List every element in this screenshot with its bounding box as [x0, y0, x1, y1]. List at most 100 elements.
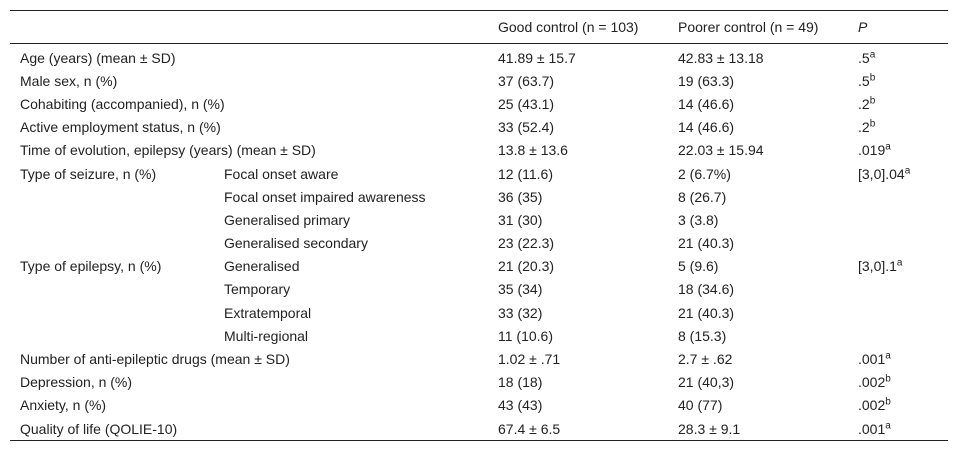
row-label: Type of seizure, n (%) — [20, 165, 157, 182]
table-row: Extratemporal 33 (32) 21 (40.3) — [10, 301, 948, 324]
p-value: [3,0].1 — [858, 258, 897, 275]
table-row: Type of epilepsy, n (%) Generalised 21 (20… — [10, 255, 948, 278]
table-row: Quality of life (QOLIE-10) 67.4 ± 6.5 28.3… — [10, 417, 948, 442]
good-control-cell: 31 (30) — [498, 211, 543, 228]
p-value-note: a — [896, 257, 903, 269]
p-value: .001 — [858, 420, 886, 437]
row-label — [10, 324, 214, 347]
p-value-note: a — [869, 48, 876, 60]
row-label: Type of epilepsy, n (%) — [20, 258, 162, 275]
p-value-cell: .5a — [848, 44, 948, 70]
poorer-control-cell: 18 (34.6) — [678, 281, 735, 298]
table-row: Cohabiting (accompanied), n (%) 25 (43.1)… — [10, 92, 948, 115]
p-value-cell: .2b — [848, 92, 948, 115]
good-control-cell: 21 (20.3) — [498, 258, 555, 275]
p-value-note: b — [869, 72, 876, 84]
row-label: Depression, n (%) — [20, 374, 133, 391]
poorer-control-cell: 22.03 ± 15.94 — [678, 142, 764, 159]
p-value-cell: .002b — [848, 371, 948, 394]
header-row: Good control (n = 103) Poorer control (n… — [10, 10, 948, 44]
row-sublabel: Multi-regional — [224, 327, 309, 344]
table-row: Temporary 35 (34) 18 (34.6) — [10, 278, 948, 301]
good-control-cell: 43 (43) — [498, 397, 543, 414]
poorer-control-cell: 42.83 ± 13.18 — [678, 49, 764, 66]
row-sublabel: Extratemporal — [224, 304, 312, 321]
p-value-cell — [848, 185, 948, 208]
p-value-cell — [848, 278, 948, 301]
row-label — [10, 185, 214, 208]
row-label: Anxiety, n (%) — [20, 397, 107, 414]
poorer-control-cell: 2.7 ± .62 — [678, 351, 733, 368]
good-control-cell: 36 (35) — [498, 188, 543, 205]
p-value-cell — [848, 324, 948, 347]
row-label — [10, 278, 214, 301]
p-value-cell: [3,0].04a — [848, 162, 948, 185]
p-value: .5 — [858, 49, 870, 66]
p-value-note: a — [885, 350, 891, 362]
good-control-cell: 23 (22.3) — [498, 235, 555, 252]
p-value: .2 — [858, 119, 870, 136]
table-row: Age (years) (mean ± SD) 41.89 ± 15.7 42.83… — [10, 44, 948, 70]
row-label — [10, 301, 214, 324]
row-label — [10, 208, 214, 231]
p-value-cell: .019a — [848, 139, 948, 162]
p-value-cell — [848, 208, 948, 231]
p-value-cell: .5b — [848, 69, 948, 92]
p-value: .002 — [858, 397, 886, 414]
row-label: Active employment status, n (%) — [20, 119, 221, 136]
p-value-cell — [848, 301, 948, 324]
p-value-cell: .001a — [848, 417, 948, 442]
p-value-cell — [848, 232, 948, 255]
good-control-cell: 37 (63.7) — [498, 72, 555, 89]
good-control-cell: 11 (10.6) — [498, 327, 553, 344]
good-control-cell: 33 (52.4) — [498, 119, 555, 136]
poorer-control-cell: 14 (46.6) — [678, 119, 735, 136]
header-cell: P — [848, 10, 948, 44]
data-table: Good control (n = 103) Poorer control (n… — [10, 10, 948, 442]
p-value-cell: .002b — [848, 394, 948, 417]
p-value: [3,0].04 — [858, 165, 905, 182]
poorer-control-cell: 3 (3.8) — [678, 211, 719, 228]
poorer-control-cell: 19 (63.3) — [678, 72, 735, 89]
p-value-note: b — [869, 118, 876, 130]
good-control-cell: 35 (34) — [498, 281, 543, 298]
row-sublabel: Temporary — [224, 281, 291, 298]
poorer-control-cell: 21 (40.3) — [678, 235, 735, 252]
header-cell: Poorer control (n = 49) — [668, 10, 848, 44]
good-control-cell: 18 (18) — [498, 374, 543, 391]
good-control-cell: 25 (43.1) — [498, 95, 555, 112]
table-row: Focal onset impaired awareness 36 (35) 8 (… — [10, 185, 948, 208]
poorer-control-cell: 21 (40.3) — [678, 304, 735, 321]
poorer-control-cell: 8 (15.3) — [678, 327, 727, 344]
row-label: Cohabiting (accompanied), n (%) — [20, 95, 225, 112]
table-row: Generalised primary 31 (30) 3 (3.8) — [10, 208, 948, 231]
poorer-control-cell: 40 (77) — [678, 397, 723, 414]
p-value-cell: .001a — [848, 347, 948, 370]
row-sublabel: Generalised primary — [224, 211, 351, 228]
good-control-cell: 12 (11.6) — [498, 165, 553, 182]
p-value-note: b — [869, 95, 876, 107]
p-value: .001 — [858, 351, 886, 368]
table-row: Male sex, n (%) 37 (63.7) 19 (63.3) .5b — [10, 69, 948, 92]
poorer-control-cell: 14 (46.6) — [678, 95, 735, 112]
row-sublabel: Focal onset impaired awareness — [224, 188, 426, 205]
table-row: Number of anti-epileptic drugs (mean ± S… — [10, 347, 948, 370]
table-row: Active employment status, n (%) 33 (52.4)… — [10, 116, 948, 139]
poorer-control-cell: 21 (40,3) — [678, 374, 735, 391]
table-row: Time of evolution, epilepsy (years) (mea… — [10, 139, 948, 162]
good-control-cell: 41.89 ± 15.7 — [498, 49, 576, 66]
row-label: Quality of life (QOLIE-10) — [10, 417, 488, 442]
p-value-note: a — [885, 419, 891, 431]
row-label: Number of anti-epileptic drugs (mean ± S… — [20, 351, 290, 368]
p-value-note: a — [904, 164, 911, 176]
header-blank — [10, 10, 488, 44]
table-row: Type of seizure, n (%) Focal onset aware 1… — [10, 162, 948, 185]
poorer-control-cell: 28.3 ± 9.1 — [668, 417, 848, 442]
p-value-cell: .2b — [848, 116, 948, 139]
row-sublabel: Generalised secondary — [224, 235, 368, 252]
row-label: Time of evolution, epilepsy (years) (mea… — [20, 142, 316, 159]
poorer-control-cell: 2 (6.7%) — [678, 165, 731, 182]
row-sublabel: Generalised — [224, 258, 300, 275]
table-row: Depression, n (%) 18 (18) 21 (40,3) .002b — [10, 371, 948, 394]
